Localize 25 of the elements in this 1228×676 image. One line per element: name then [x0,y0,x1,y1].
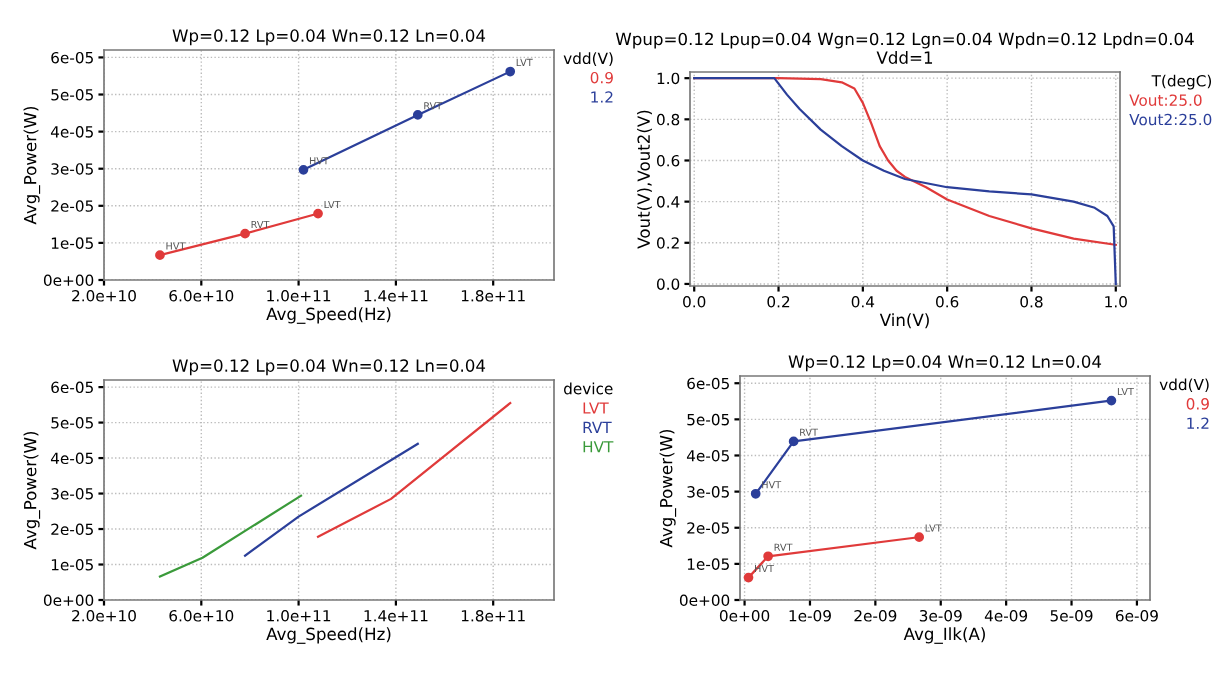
point [788,436,799,447]
point [412,110,423,120]
chart-title: Wp=0.12 Lp=0.04 Wn=0.12 Ln=0.04 [172,29,486,46]
point [298,164,309,175]
x-axis-title: Avg_Ilk(A) [903,627,985,644]
point [750,488,761,499]
y-axis-title: Avg_Power(W) [659,429,677,548]
chart-title: Wp=0.12 Lp=0.04 Wn=0.12 Ln=0.04 [788,355,1102,372]
x-axis-title: Avg_Speed(Hz) [266,627,391,644]
point [505,66,516,77]
point [743,572,754,583]
point [155,250,165,261]
y-axis-title: Avg_Power(W) [23,106,41,225]
chart-title: Wpup=0.12 Lpup=0.04 Wgn=0.12 Lgn=0.04 Wpdn=0.12 Lpdn=0.04 Vdd=1 [615,32,1194,64]
point [1106,395,1117,406]
point [914,532,925,542]
x-axis-title: Vin(V) [879,313,929,329]
line-series [693,77,1117,286]
point [240,228,250,239]
chart-title: Wp=0.12 Lp=0.04 Wn=0.12 Ln=0.04 [172,359,486,376]
y-axis-title: Avg_Power(W) [23,431,41,550]
x-axis-title: Avg_Speed(Hz) [266,307,391,324]
point [763,551,773,562]
y-axis-title: Vout(V),Vout2(V) [637,110,652,249]
point [313,208,323,219]
